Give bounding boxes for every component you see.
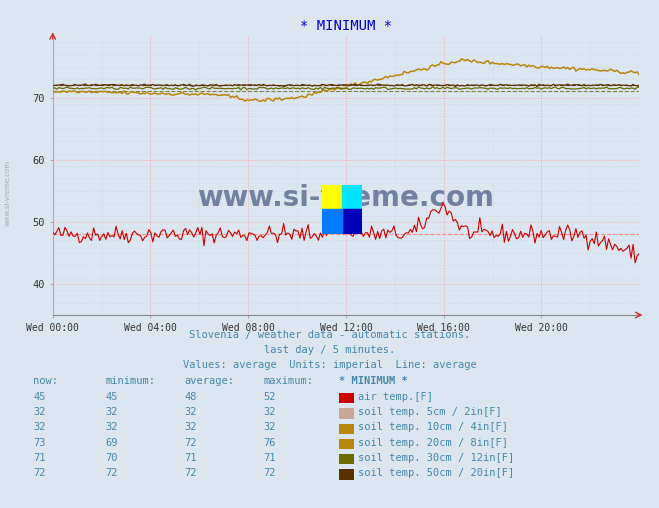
Text: 76: 76 <box>264 437 276 448</box>
Text: 73: 73 <box>33 437 45 448</box>
Text: 32: 32 <box>264 422 276 432</box>
Text: air temp.[F]: air temp.[F] <box>358 392 433 402</box>
Text: 72: 72 <box>33 468 45 478</box>
Title: * MINIMUM *: * MINIMUM * <box>300 19 392 33</box>
Text: now:: now: <box>33 375 58 386</box>
Text: www.si-vreme.com: www.si-vreme.com <box>5 160 11 226</box>
Text: 72: 72 <box>185 468 197 478</box>
Text: Slovenia / weather data - automatic stations.: Slovenia / weather data - automatic stat… <box>189 330 470 340</box>
Text: 32: 32 <box>185 407 197 417</box>
Text: 32: 32 <box>105 407 118 417</box>
Text: soil temp. 20cm / 8in[F]: soil temp. 20cm / 8in[F] <box>358 437 508 448</box>
Text: 45: 45 <box>105 392 118 402</box>
Text: * MINIMUM *: * MINIMUM * <box>339 375 408 386</box>
Text: 70: 70 <box>105 453 118 463</box>
Text: 72: 72 <box>105 468 118 478</box>
Text: 72: 72 <box>185 437 197 448</box>
Text: 45: 45 <box>33 392 45 402</box>
Text: minimum:: minimum: <box>105 375 156 386</box>
Text: 71: 71 <box>264 453 276 463</box>
Text: soil temp. 10cm / 4in[F]: soil temp. 10cm / 4in[F] <box>358 422 508 432</box>
Text: 48: 48 <box>185 392 197 402</box>
Text: 32: 32 <box>185 422 197 432</box>
Text: www.si-vreme.com: www.si-vreme.com <box>198 183 494 212</box>
Text: average:: average: <box>185 375 235 386</box>
Text: 72: 72 <box>264 468 276 478</box>
Text: 32: 32 <box>264 407 276 417</box>
Text: 32: 32 <box>105 422 118 432</box>
Text: 32: 32 <box>33 422 45 432</box>
Text: 52: 52 <box>264 392 276 402</box>
Text: soil temp. 30cm / 12in[F]: soil temp. 30cm / 12in[F] <box>358 453 514 463</box>
Text: 69: 69 <box>105 437 118 448</box>
Text: last day / 5 minutes.: last day / 5 minutes. <box>264 345 395 355</box>
Text: soil temp. 5cm / 2in[F]: soil temp. 5cm / 2in[F] <box>358 407 501 417</box>
Text: soil temp. 50cm / 20in[F]: soil temp. 50cm / 20in[F] <box>358 468 514 478</box>
Text: Values: average  Units: imperial  Line: average: Values: average Units: imperial Line: av… <box>183 360 476 370</box>
Text: 71: 71 <box>185 453 197 463</box>
Text: maximum:: maximum: <box>264 375 314 386</box>
Text: 71: 71 <box>33 453 45 463</box>
Text: 32: 32 <box>33 407 45 417</box>
